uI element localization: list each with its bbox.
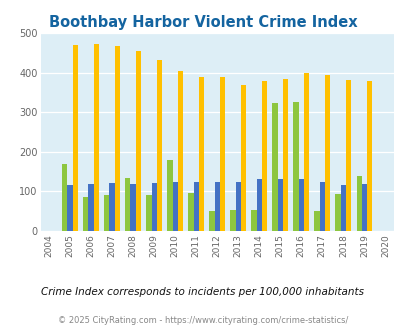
Bar (193, 182, 198, 231)
Bar (115, 46, 119, 231)
Bar (235, 182, 240, 231)
Bar (156, 60, 162, 231)
Text: © 2025 CityRating.com - https://www.cityrating.com/crime-statistics/: © 2025 CityRating.com - https://www.city… (58, 315, 347, 325)
Bar (151, 183, 156, 231)
Bar (356, 176, 361, 231)
Bar (277, 179, 282, 231)
Bar (219, 77, 224, 231)
Bar (188, 193, 193, 231)
Bar (335, 194, 340, 231)
Bar (72, 45, 78, 231)
Bar (230, 211, 235, 231)
Bar (104, 195, 109, 231)
Bar (314, 211, 319, 231)
Bar (361, 184, 366, 231)
Bar (67, 185, 72, 231)
Bar (240, 85, 245, 231)
Bar (214, 182, 219, 231)
Bar (209, 211, 214, 231)
Bar (324, 75, 329, 231)
Text: Crime Index corresponds to incidents per 100,000 inhabitants: Crime Index corresponds to incidents per… (41, 287, 364, 297)
Bar (177, 71, 183, 231)
Bar (293, 102, 298, 231)
Bar (366, 81, 371, 231)
Bar (303, 73, 309, 231)
Bar (125, 178, 130, 231)
Bar (298, 179, 303, 231)
Bar (272, 104, 277, 231)
Bar (261, 81, 266, 231)
Bar (109, 183, 115, 231)
Bar (146, 195, 151, 231)
Bar (319, 182, 324, 231)
Bar (340, 185, 345, 231)
Bar (94, 44, 99, 231)
Bar (198, 77, 204, 231)
Bar (83, 197, 88, 231)
Bar (167, 160, 172, 231)
Bar (345, 80, 350, 231)
Bar (88, 184, 94, 231)
Bar (62, 164, 67, 231)
Bar (130, 184, 135, 231)
Bar (256, 179, 261, 231)
Bar (251, 211, 256, 231)
Bar (135, 51, 141, 231)
Bar (282, 79, 288, 231)
Text: Boothbay Harbor Violent Crime Index: Boothbay Harbor Violent Crime Index (49, 15, 356, 30)
Bar (172, 182, 177, 231)
